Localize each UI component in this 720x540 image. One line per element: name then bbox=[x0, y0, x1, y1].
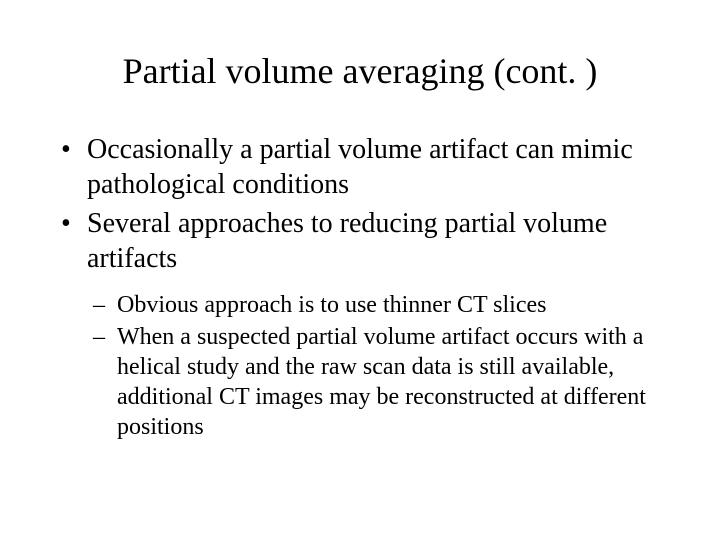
sub-bullet-item: Obvious approach is to use thinner CT sl… bbox=[55, 290, 665, 320]
bullet-item: Several approaches to reducing partial v… bbox=[55, 206, 665, 276]
bullet-list: Occasionally a partial volume artifact c… bbox=[55, 132, 665, 276]
sub-bullet-list: Obvious approach is to use thinner CT sl… bbox=[55, 290, 665, 442]
sub-bullet-item: When a suspected partial volume artifact… bbox=[55, 322, 665, 442]
bullet-item: Occasionally a partial volume artifact c… bbox=[55, 132, 665, 202]
slide-title: Partial volume averaging (cont. ) bbox=[55, 50, 665, 92]
